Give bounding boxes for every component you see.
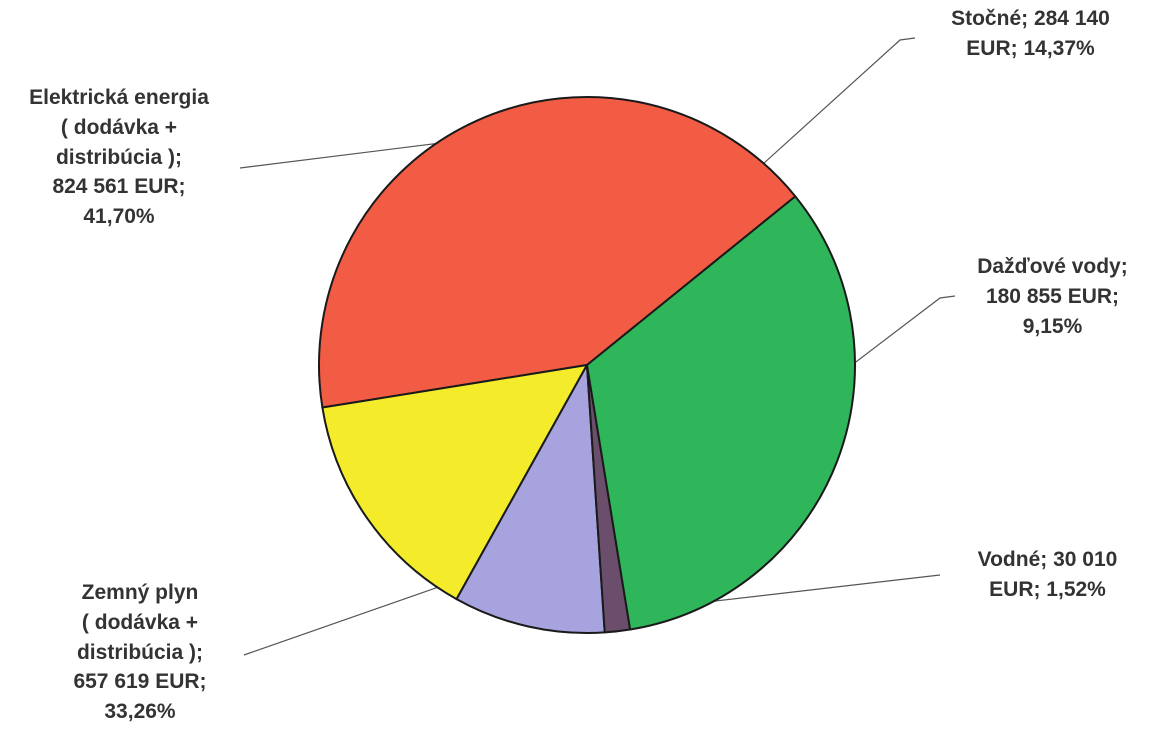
pie-slice-zemny-plyn — [586, 195, 856, 631]
pie-slices — [318, 96, 856, 634]
slice-label-vodne: Vodné; 30 010 EUR; 1,52% — [977, 548, 1118, 601]
slice-label-zemny-plyn: Zemný plyn ( dodávka + distribúcia ); 65… — [73, 581, 207, 724]
slice-label-dazdove-vody: Dažďové vody; 180 855 EUR; 9,15% — [977, 255, 1128, 338]
slice-label-stocne: Stočné; 284 140 EUR; 14,37% — [951, 7, 1110, 60]
pie-slice-dazdove-vody — [455, 364, 606, 634]
pie-slice-elektricka-energia — [318, 96, 797, 409]
pie-slice-stocne — [321, 364, 588, 601]
slice-label-elektricka-energia: Elektrická energia ( dodávka + distribúc… — [29, 86, 209, 229]
